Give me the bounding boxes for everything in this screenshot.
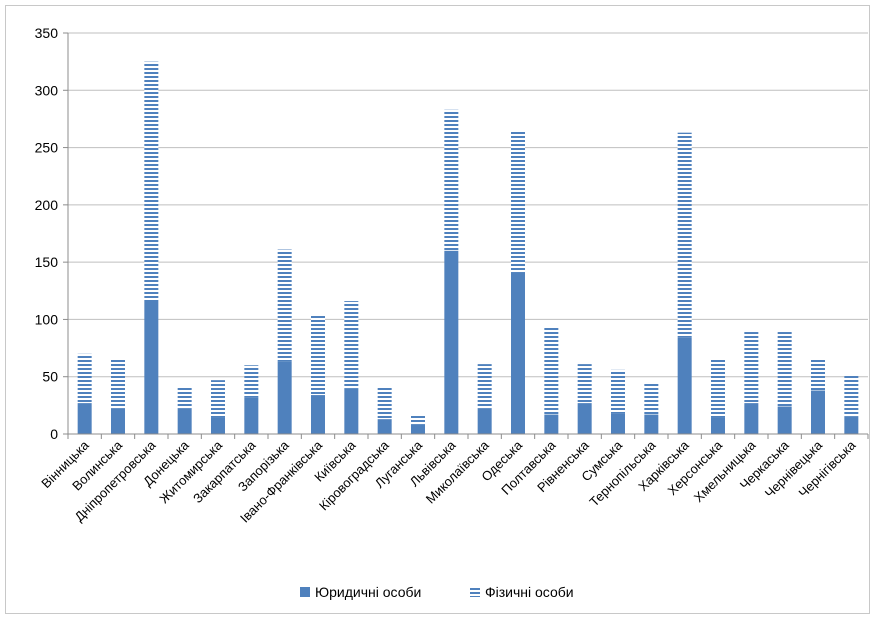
bar-individuals [711,359,725,418]
bar-legal-entities [177,408,192,434]
bar-legal-entities [111,408,125,434]
legend-key-legal-entities [300,587,310,597]
bar-individuals [744,332,759,404]
bar-individuals [211,380,225,418]
bar-legal-entities [677,337,692,434]
bar-individuals [477,364,492,409]
bar-legal-entities [544,414,559,434]
legend-key-individuals [470,587,480,597]
bar-individuals [511,131,525,273]
bar-individuals [777,332,792,407]
bar-legal-entities [211,417,225,434]
y-tick-label: 0 [50,426,58,442]
y-tick-label: 50 [42,369,58,385]
bar-individuals [177,387,192,409]
bar-legal-entities [811,390,825,434]
bar-legal-entities [511,272,525,434]
bar-individuals [644,382,659,415]
bar-individuals [144,61,159,300]
bar-legal-entities [344,388,359,434]
legend-label: Фізичні особи [485,584,574,600]
bar-individuals [577,364,592,404]
bar-individuals [844,375,859,417]
legend: Юридичні особи Фізичні особи [300,584,574,600]
bar-individuals [277,249,292,362]
bar-legal-entities [244,397,259,434]
bar-individuals [344,301,359,389]
bar-legal-entities [144,299,159,434]
legend-label: Юридичні особи [315,584,421,600]
bar-individuals [311,314,325,396]
bar-legal-entities [277,361,292,434]
bar-legal-entities [711,417,725,434]
bar-legal-entities [644,414,659,434]
x-axis: ВінницькаВолинськаДніпропетровськаДонець… [38,433,869,526]
y-axis: 0 50 100 150 200 250 300 350 [35,25,69,442]
bar-individuals [111,359,125,409]
bar-legal-entities [844,416,859,434]
y-tick-label: 100 [35,311,59,327]
bar-legal-entities [577,403,592,434]
bar-individuals [377,387,392,420]
y-tick-label: 150 [35,254,59,270]
bar-legal-entities [777,406,792,434]
bar-legal-entities [411,424,425,434]
bar-individuals [244,365,259,398]
bar-individuals [77,353,92,404]
bar-legal-entities [611,413,625,434]
bar-legal-entities [744,403,759,434]
bar-legal-entities [311,395,325,434]
bar-legal-entities [477,408,492,434]
gridlines [68,32,868,378]
bar-legal-entities [77,403,92,434]
bar-legal-entities [444,250,459,434]
bar-individuals [544,327,559,415]
y-tick-label: 250 [35,140,59,156]
y-tick-label: 300 [35,82,59,98]
bar-legal-entities [377,419,392,434]
bar-individuals [611,369,625,414]
bar-individuals [444,109,459,251]
y-tick-label: 200 [35,197,59,213]
bars [77,61,859,434]
y-tick-label: 350 [35,25,59,41]
bar-individuals [677,132,692,338]
bar-individuals [411,414,425,425]
bar-individuals [811,359,825,391]
